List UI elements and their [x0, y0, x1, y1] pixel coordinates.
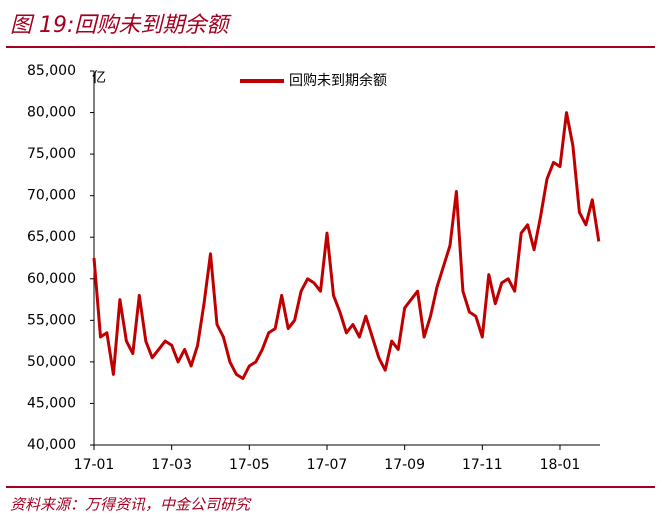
y-tick-label: 45,000	[27, 395, 76, 411]
chart-title: 图 19:回购未到期余额	[10, 13, 232, 38]
y-tick-label: 55,000	[27, 312, 76, 328]
x-tick-label: 18-01	[540, 457, 581, 473]
source: 资料来源：万得资讯，中金公司研究	[10, 496, 252, 514]
x-tick-label: 17-05	[229, 457, 270, 473]
y-tick-label: 85,000	[27, 63, 76, 79]
y-tick-label: 50,000	[27, 354, 76, 370]
data-line	[92, 111, 601, 380]
x-tick-label: 17-07	[307, 457, 348, 473]
y-unit: 亿	[92, 70, 106, 86]
x-tick-label: 17-01	[74, 457, 115, 473]
x-tick-label: 17-09	[384, 457, 425, 473]
y-tick-label: 40,000	[27, 437, 76, 453]
x-tick-label: 17-03	[151, 457, 192, 473]
legend-label: 回购未到期余额	[289, 72, 387, 89]
y-tick-label: 60,000	[27, 271, 76, 287]
y-tick-label: 75,000	[27, 146, 76, 162]
y-tick-label: 80,000	[27, 105, 76, 121]
y-tick-label: 70,000	[27, 188, 76, 204]
y-tick-label: 65,000	[27, 229, 76, 245]
x-tick-label: 17-11	[462, 457, 503, 473]
